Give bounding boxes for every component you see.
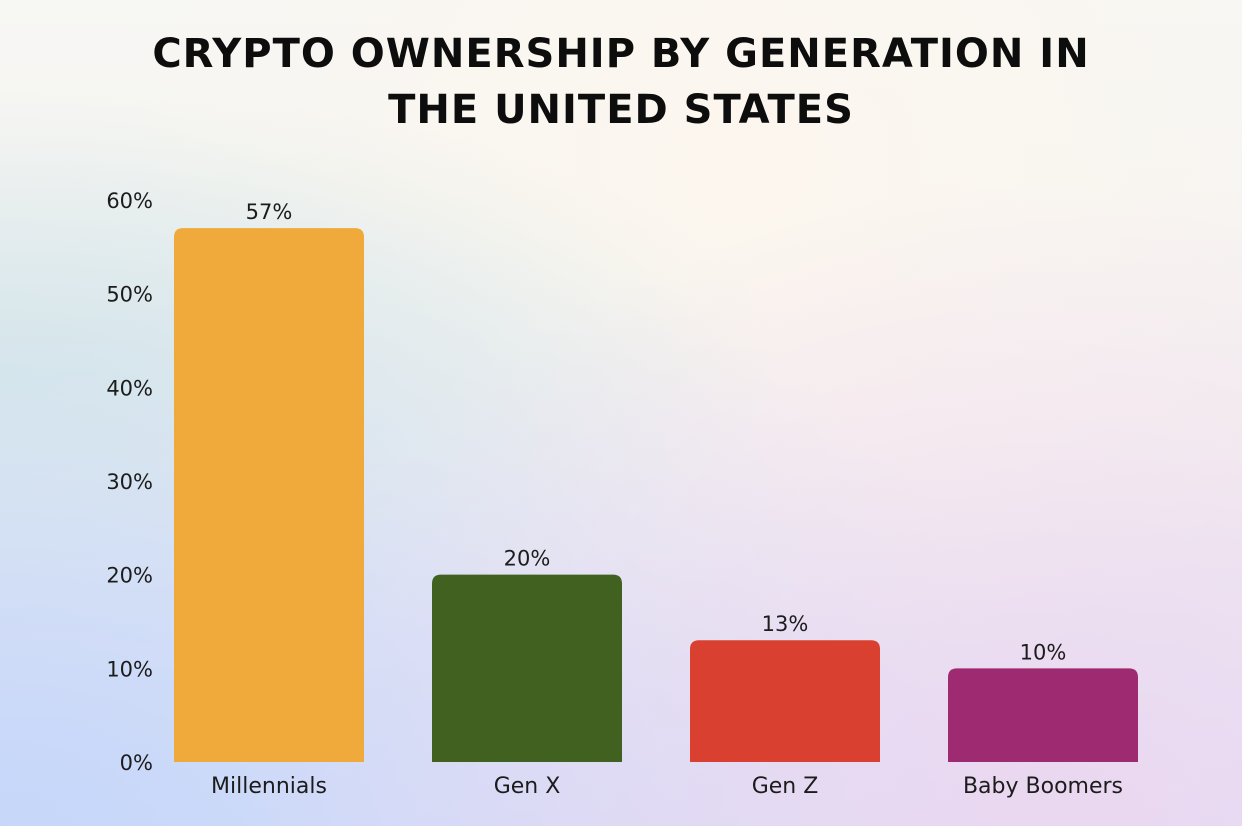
data-label: 20% [504, 547, 551, 571]
chart-title: Crypto Ownership by Generation in the Un… [0, 26, 1242, 138]
y-tick-label: 20% [106, 564, 153, 588]
bar-gen-x [432, 574, 622, 762]
bars [174, 228, 1138, 763]
y-tick-label: 60% [106, 189, 153, 213]
x-tick-label: Gen X [494, 774, 561, 799]
y-tick-label: 40% [106, 376, 153, 400]
chart-title-text: Crypto Ownership by Generation in the Un… [152, 31, 1090, 133]
x-tick-label: Gen Z [752, 774, 819, 799]
y-tick-label: 0% [120, 751, 153, 775]
data-label: 57% [246, 200, 293, 224]
data-labels: 57% 20% 13% 10% [246, 200, 1067, 664]
x-tick-label: Baby Boomers [963, 774, 1123, 799]
y-axis: 0% 10% 20% 30% 40% 50% 60% [106, 189, 153, 775]
y-tick-label: 30% [106, 470, 153, 494]
data-label: 10% [1020, 640, 1067, 664]
bar-millennials [174, 228, 364, 763]
y-tick-label: 10% [106, 657, 153, 681]
data-label: 13% [762, 612, 809, 636]
x-tick-label: Millennials [211, 774, 327, 799]
x-axis: Millennials Gen X Gen Z Baby Boomers [211, 774, 1123, 799]
bar-gen-z [690, 640, 880, 762]
y-tick-label: 50% [106, 283, 153, 307]
bar-baby-boomers [948, 668, 1138, 762]
